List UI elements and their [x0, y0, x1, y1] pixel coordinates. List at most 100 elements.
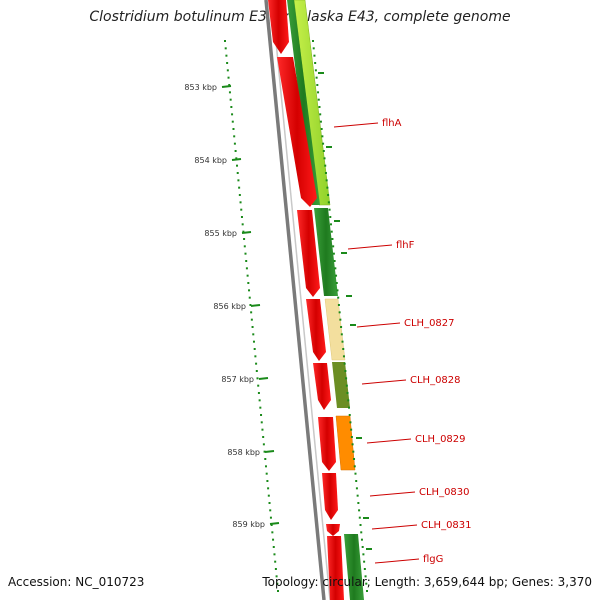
gc-dot: [356, 494, 359, 497]
gc-dot: [265, 472, 268, 475]
gc-dot: [235, 157, 238, 160]
gene-label: CLH_0829: [415, 434, 466, 445]
gc-dot: [355, 487, 358, 490]
gc-dot: [225, 54, 228, 57]
gc-dot: [340, 333, 343, 336]
gc-dot: [366, 590, 368, 592]
gene-label: flgG: [423, 554, 443, 565]
gene-leader-line: [371, 524, 418, 530]
gc-dot: [238, 194, 241, 196]
genome-summary: Topology: circular; Length: 3,659,644 bp…: [262, 575, 592, 589]
gc-dot: [316, 84, 319, 86]
gc-dot: [359, 524, 362, 526]
gc-dot: [354, 472, 357, 475]
gc-dot: [224, 40, 226, 42]
gc-dot: [332, 252, 335, 255]
gc-dot: [333, 260, 336, 262]
gc-dot: [224, 47, 227, 50]
gc-dash: [356, 437, 362, 439]
gc-dot: [274, 560, 277, 563]
cds-arrow: [297, 210, 320, 297]
gc-dot: [241, 223, 244, 226]
gc-dot: [322, 142, 325, 145]
gc-dot: [350, 428, 353, 431]
gc-dot: [341, 340, 344, 343]
cds-arrow: [277, 57, 317, 207]
gc-dot: [317, 98, 320, 101]
gc-dot: [238, 186, 241, 189]
gc-dot: [321, 135, 324, 138]
gc-dot: [247, 282, 250, 284]
tick-mark: [221, 85, 232, 88]
gc-dot: [256, 377, 259, 380]
gc-dash: [363, 517, 369, 519]
gc-dot: [319, 120, 322, 123]
gc-dot: [237, 179, 240, 182]
gc-dot: [349, 421, 352, 424]
tick-mark: [231, 158, 242, 161]
gc-dot: [324, 164, 327, 167]
gc-dot: [347, 399, 350, 402]
gc-dot: [323, 157, 326, 160]
feature-olive: [332, 362, 350, 408]
gc-dot: [270, 524, 273, 526]
gc-dot: [233, 142, 236, 145]
gc-dot: [329, 216, 332, 218]
cds-arrow: [268, 0, 289, 54]
gc-dot: [244, 252, 247, 255]
gc-dot: [249, 304, 252, 306]
feature-khaki: [324, 298, 346, 361]
gc-dot: [339, 318, 342, 321]
gc-dot: [232, 128, 235, 130]
gc-dot: [266, 480, 269, 482]
gc-dot: [226, 62, 229, 64]
gc-dot: [322, 150, 325, 152]
gc-dot: [361, 546, 364, 548]
gc-dot: [345, 384, 348, 387]
gc-dot: [248, 296, 251, 299]
gene-label: CLH_0828: [410, 375, 461, 386]
gc-dash: [350, 324, 356, 326]
cds-arrow: [327, 536, 344, 600]
gc-dot: [253, 348, 256, 350]
gc-dot: [252, 333, 255, 336]
gc-dot: [262, 443, 265, 446]
gc-dot: [363, 560, 366, 563]
gc-dot: [257, 384, 260, 387]
gc-dot: [342, 348, 345, 350]
cds-arrows: [268, 0, 344, 600]
gc-dot: [268, 502, 271, 504]
gc-dot: [236, 164, 239, 167]
gc-dot: [353, 458, 356, 460]
gc-dot: [240, 208, 243, 211]
gene-label: CLH_0831: [421, 520, 472, 531]
gc-dot: [318, 106, 321, 108]
gene-label: CLH_0827: [404, 318, 455, 329]
gc-dot: [350, 436, 353, 438]
gc-dot: [264, 465, 267, 468]
gc-dot: [233, 135, 236, 138]
gc-dot: [335, 282, 338, 284]
gc-dot: [328, 208, 331, 211]
gc-dot: [264, 458, 267, 460]
gc-dot: [351, 443, 354, 446]
gc-dot: [228, 91, 231, 94]
gc-dot: [320, 128, 323, 130]
tick-mark: [258, 377, 269, 380]
gene-label: flhA: [382, 118, 402, 129]
gc-dot: [276, 582, 279, 585]
gene-leader-line: [347, 244, 393, 250]
accession-label: Accession: NC_010723: [8, 575, 145, 589]
gc-dash: [341, 252, 347, 254]
gc-dot: [271, 531, 274, 534]
gene-label: flhF: [396, 240, 415, 251]
gc-dot: [257, 392, 260, 394]
gc-dot: [277, 590, 279, 592]
gc-dot: [345, 377, 348, 380]
gc-dot: [262, 436, 265, 438]
backbone-inner: [271, 0, 331, 600]
scale-ticks: 853 kbp 854 kbp 855 kbp 856 kbp 857 kbp 858 k…: [184, 83, 280, 529]
gc-dot: [226, 69, 229, 72]
gene-label: CLH_0830: [419, 487, 470, 498]
